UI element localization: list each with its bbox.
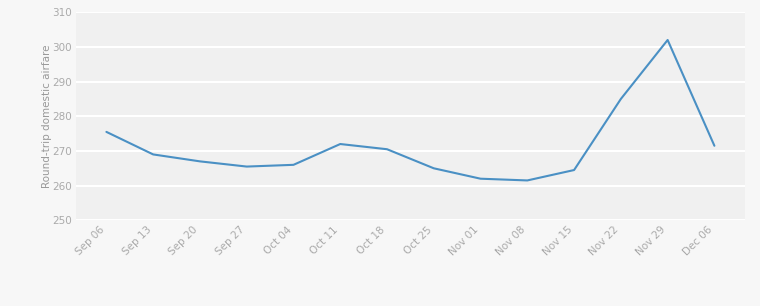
Y-axis label: Round-trip domestic airfare: Round-trip domestic airfare bbox=[42, 45, 52, 188]
